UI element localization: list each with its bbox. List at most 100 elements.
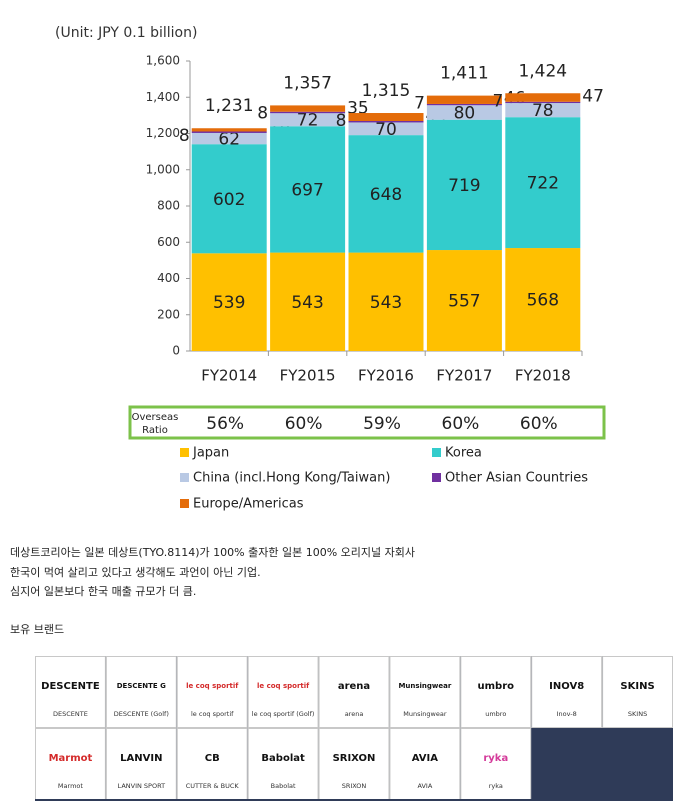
brand-logo: umbro: [478, 681, 515, 692]
ratio-cell: 60%: [442, 414, 480, 434]
data-label: 78: [532, 101, 554, 121]
bar-segment: [426, 119, 502, 251]
brand-logo: Marmot: [49, 753, 93, 764]
text-line: 데상트코리아는 일본 데상트(TYO.8114)가 100% 출자한 일본 10…: [10, 546, 415, 559]
brand-cell: [389, 656, 461, 728]
y-tick-label: 1,200: [146, 126, 180, 140]
bar-segment: [505, 101, 581, 104]
bar-segment: [270, 105, 346, 112]
bar-segment: [348, 135, 424, 253]
bar-segment: [191, 132, 267, 145]
legend-swatch: [432, 473, 441, 482]
total-label: 1,315: [362, 81, 411, 101]
y-tick-label: 1,000: [146, 162, 180, 176]
bar-segment: [505, 103, 581, 118]
brand-logo: ryka: [483, 753, 508, 764]
bar-segment: [270, 111, 346, 114]
bar-segment: [505, 117, 581, 249]
x-tick-label: FY2014: [201, 367, 257, 385]
brand-caption: ryka: [489, 782, 503, 790]
data-label: 568: [527, 291, 559, 311]
y-tick-label: 0: [172, 344, 180, 358]
data-label: 719: [448, 176, 480, 196]
brand-logo: SKINS: [620, 681, 654, 692]
brand-cell: [35, 656, 106, 728]
legend-label: Japan: [192, 446, 229, 461]
x-tick-label: FY2015: [280, 367, 336, 385]
chart: (Unit: JPY 0.1 billion) 0 200 400 600 800 1,0…: [55, 25, 606, 512]
ratio-box: [128, 405, 606, 440]
bar-segment: [505, 248, 581, 351]
brand-caption: SRIXON: [342, 782, 367, 790]
legend-swatch: [180, 473, 189, 482]
data-label: 72: [297, 111, 319, 131]
brand-logo: SRIXON: [333, 753, 376, 764]
brand-cell: [176, 656, 248, 728]
brand-logo: Munsingwear: [398, 682, 451, 690]
brand-cell: [531, 656, 603, 728]
ratio-label: Ratio: [142, 425, 168, 436]
bar-segment: [426, 95, 502, 104]
data-label: 70: [375, 120, 397, 140]
brand-caption: le coq sportif (Golf): [252, 710, 315, 718]
brand-cell: [460, 656, 532, 728]
data-label: 602: [213, 190, 245, 210]
brand-cell: [389, 728, 461, 800]
brand-caption: umbro: [485, 710, 506, 718]
heading: 보유 브랜드: [10, 623, 65, 636]
brand-logo: arena: [338, 681, 370, 692]
total-label: 1,411: [440, 64, 489, 84]
bar-segment: [191, 253, 267, 351]
brand-logo: CB: [205, 753, 220, 764]
data-label: 539: [213, 293, 245, 313]
brand-caption: Inov-8: [557, 710, 577, 718]
bar-segment: [270, 252, 346, 351]
y-tick-label: 200: [157, 307, 180, 321]
y-tick-label: 1,400: [146, 90, 180, 104]
brand-logo: INOV8: [549, 681, 584, 692]
brand-grid: DESCENTE DESCENTE DESCENTE G DESCENTE (Golf…: [35, 656, 673, 801]
brand-caption: CUTTER & BUCK: [186, 782, 240, 790]
legend-label: China (incl.Hong Kong/Taiwan): [193, 471, 390, 486]
brand-cell: [247, 728, 319, 800]
legend-label: Other Asian Countries: [445, 471, 588, 486]
brand-caption: DESCENTE (Golf): [114, 710, 169, 718]
legend-label: Europe/Americas: [193, 497, 304, 512]
brand-cell: [602, 656, 673, 728]
bar-segment: [426, 250, 502, 351]
bar-segment: [191, 131, 267, 133]
legend-label: Korea: [445, 446, 482, 461]
brand-caption: LANVIN SPORT: [118, 782, 166, 790]
ratio-cell: 60%: [285, 414, 323, 434]
data-label: 7: [414, 94, 425, 114]
bar-segment: [505, 93, 581, 102]
ratio-cell: 56%: [206, 414, 244, 434]
brand-caption: Munsingwear: [403, 710, 447, 718]
bar-segment: [426, 105, 502, 120]
y-tick-label: 600: [157, 235, 180, 249]
brand-caption: Babolat: [271, 782, 296, 790]
brand-logo: LANVIN: [120, 753, 162, 764]
brand-caption: arena: [345, 710, 364, 718]
brand-logo: le coq sportif: [186, 682, 239, 690]
ratio-cell: 59%: [363, 414, 401, 434]
brand-logo: AVIA: [412, 753, 439, 764]
brand-logo: Babolat: [261, 753, 305, 764]
x-tick-label: FY2016: [358, 367, 414, 385]
x-tick-label: FY2018: [515, 367, 571, 385]
brand-cell: [105, 728, 177, 800]
brand-cell: [35, 728, 106, 800]
bar-segment: [348, 113, 424, 121]
data-label: 648: [370, 185, 402, 205]
data-label: 8: [257, 103, 268, 123]
brand-logo: DESCENTE G: [117, 682, 166, 690]
bar-segment: [348, 122, 424, 136]
brand-caption: SKINS: [628, 710, 647, 718]
ratio-label: Overseas: [132, 412, 179, 423]
legend-swatch: [180, 499, 189, 508]
total-label: 1,357: [283, 73, 332, 93]
data-label: 47: [582, 86, 604, 106]
bar-segment: [270, 113, 346, 127]
brand-logo: DESCENTE: [41, 681, 100, 692]
